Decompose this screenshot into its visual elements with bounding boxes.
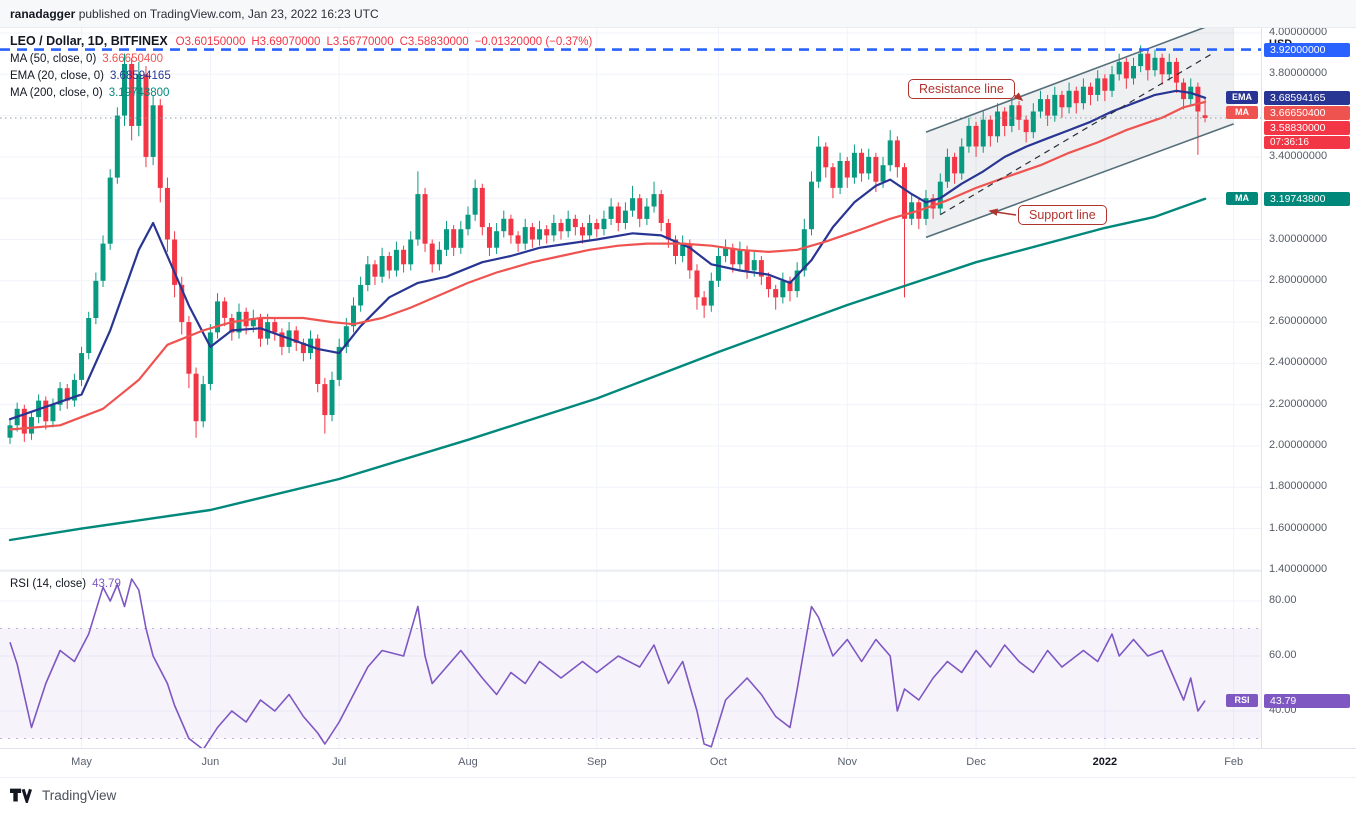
rsi-axis-label: 80.00 [1269,594,1297,606]
ohlc-change: −0.01320000 (−0.37%) [474,36,593,48]
tradingview-logo[interactable] [10,788,34,803]
rsi-legend[interactable]: RSI (14, close) 43.79 [10,575,121,592]
price-axis-label: 2.60000000 [1269,315,1328,328]
price-badge-last-price[interactable]: 3.58830000 [1264,120,1350,135]
price-axis-label: 1.80000000 [1269,480,1328,493]
indicator-legend-ma50[interactable]: MA (50, close, 0) 3.66650400 [10,51,592,67]
support-line-label[interactable]: Support line [1018,205,1107,225]
axis-chip-ma-200[interactable]: MA [1226,192,1258,206]
ohlc-low: L3.56770000 [326,36,394,48]
price-axis-label: 3.40000000 [1269,149,1328,162]
indicator-label: MA (50, close, 0) [10,53,97,65]
time-axis-label-Nov: Nov [837,756,858,768]
indicator-legend-ma200[interactable]: MA (200, close, 0) 3.19743800 [10,85,592,101]
price-badge-level-3-92[interactable]: 3.92000000 [1264,42,1350,57]
time-axis-label-Oct: Oct [709,756,727,768]
axis-chip-ma-50[interactable]: MA [1226,106,1258,120]
ohlc-open: O3.60150000 [175,36,246,48]
time-axis-label-Jul: Jul [332,756,347,768]
rsi-badge[interactable]: 43.79 [1264,693,1350,708]
price-badge-ma-50[interactable]: 3.66650400 [1264,105,1350,120]
symbol-title: LEO / Dollar, 1D, BITFINEX [10,34,168,48]
price-axis-label: 3.00000000 [1269,232,1328,245]
symbol-legend-row[interactable]: LEO / Dollar, 1D, BITFINEX O3.60150000 H3.… [10,33,592,50]
publisher-username: ranadagger [10,6,76,21]
price-axis-label: 2.40000000 [1269,356,1328,369]
time-axis-label-Sep: Sep [586,756,607,768]
resistance-line-label[interactable]: Resistance line [908,79,1015,99]
time-axis-label-Jun: Jun [201,756,220,768]
price-axis-label: 2.80000000 [1269,273,1328,286]
price-badge-ma-200[interactable]: 3.19743800 [1264,191,1350,206]
price-axis-label: 4.00000000 [1269,26,1328,38]
time-axis-label-Aug: Aug [458,756,478,768]
price-axis-label: 1.40000000 [1269,562,1328,575]
price-axis-label: 2.00000000 [1269,439,1328,451]
countdown-timer: 07:36:16 [1264,135,1350,149]
rsi-axis-label: 60.00 [1269,649,1297,661]
price-axis-label: 1.60000000 [1269,521,1328,534]
attribution-bar: ranadagger published on TradingView.com,… [0,0,1356,28]
time-axis-label-May: May [71,756,92,768]
time-axis-label-Dec: Dec [966,756,986,768]
indicator-label: EMA (20, close, 0) [10,70,104,82]
price-axis-label: 2.20000000 [1269,397,1328,410]
axis-chip-rsi[interactable]: RSI [1226,694,1258,708]
ohlc-high: H3.69070000 [251,36,321,48]
price-axis[interactable]: USD 4.000000003.800000003.400000003.0000… [1261,26,1356,777]
indicator-label: MA (200, close, 0) [10,87,103,99]
ohlc-close: C3.58830000 [399,36,469,48]
time-axis[interactable]: May Jun Jul Aug Sep Oct Nov Dec 2022 Feb [0,748,1356,777]
rsi-value: 43.79 [92,578,121,590]
attribution-text: published on TradingView.com, Jan 23, 20… [78,6,379,21]
price-badge-ema-20[interactable]: 3.68594165 [1264,90,1350,105]
time-axis-label-Feb: Feb [1224,756,1244,768]
indicator-legend-ema20[interactable]: EMA (20, close, 0) 3.68594165 [10,68,592,84]
chart-legend: LEO / Dollar, 1D, BITFINEX O3.60150000 H3.… [10,33,592,101]
axis-chip-ema-20[interactable]: EMA [1226,91,1258,105]
price-axis-label: 3.80000000 [1269,67,1328,80]
indicator-value: 3.66650400 [102,53,164,65]
time-axis-label-2022: 2022 [1092,756,1118,768]
rsi-label: RSI (14, close) [10,578,87,590]
footer-brand[interactable]: TradingView [42,788,117,803]
indicator-value: 3.19743800 [108,87,170,99]
footer-bar: TradingView [0,777,1356,813]
indicator-value: 3.68594165 [109,70,171,82]
